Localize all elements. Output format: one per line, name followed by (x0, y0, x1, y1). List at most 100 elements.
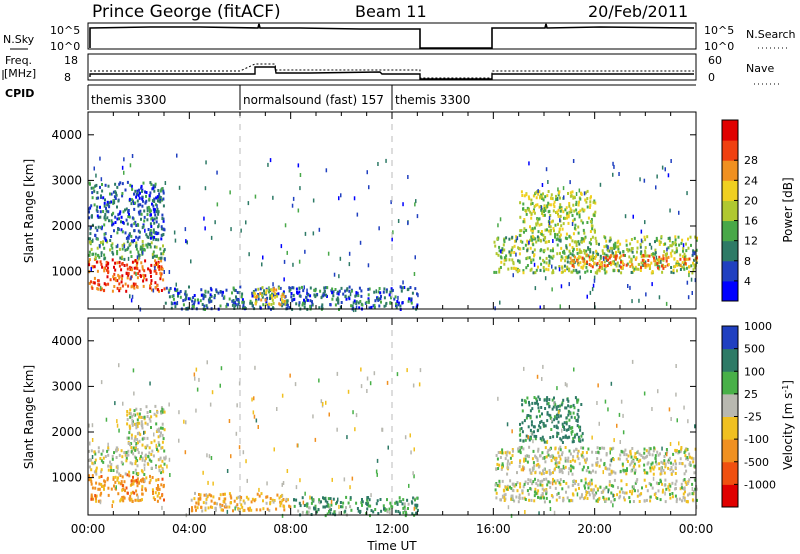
data-pixel (136, 276, 139, 280)
data-pixel (493, 240, 496, 244)
data-pixel (142, 478, 145, 482)
data-pixel (202, 470, 204, 475)
data-pixel (568, 243, 571, 247)
data-pixel (162, 244, 164, 248)
data-pixel (597, 498, 600, 502)
data-pixel (283, 302, 286, 306)
data-pixel (103, 266, 106, 270)
data-pixel (641, 455, 644, 459)
data-pixel (266, 507, 269, 511)
data-pixel (589, 200, 592, 204)
data-pixel (146, 411, 149, 414)
data-pixel (192, 296, 195, 299)
data-pixel (638, 452, 641, 456)
data-pixel (297, 509, 300, 513)
data-pixel (204, 289, 207, 293)
data-pixel (390, 296, 392, 300)
data-pixel (408, 297, 411, 301)
data-pixel (521, 491, 524, 495)
data-pixel (644, 260, 647, 264)
data-pixel (549, 507, 552, 511)
data-pixel (360, 367, 362, 372)
data-pixel (202, 501, 205, 505)
data-pixel (579, 496, 582, 500)
data-pixel (653, 446, 656, 450)
data-pixel (160, 446, 163, 450)
data-pixel (551, 264, 553, 269)
data-pixel (135, 241, 138, 245)
data-pixel (237, 495, 240, 499)
data-pixel (568, 435, 571, 439)
data-pixel (540, 195, 543, 199)
data-pixel (135, 442, 138, 445)
data-pixel (658, 261, 660, 265)
data-pixel (570, 498, 573, 502)
data-pixel (549, 416, 552, 420)
data-pixel (124, 453, 127, 457)
data-pixel (541, 456, 544, 460)
data-pixel (533, 211, 536, 215)
data-pixel (530, 228, 533, 232)
data-pixel (90, 449, 93, 453)
data-pixel (337, 298, 340, 302)
data-pixel (408, 483, 410, 488)
data-pixel (156, 499, 159, 503)
data-pixel (541, 435, 544, 439)
data-pixel (134, 448, 137, 452)
data-pixel (137, 236, 139, 241)
data-pixel (404, 514, 407, 518)
data-pixel (139, 455, 142, 459)
data-pixel (626, 262, 629, 266)
data-pixel (552, 435, 555, 439)
data-pixel (674, 472, 677, 475)
data-pixel (120, 280, 123, 284)
data-pixel (145, 233, 148, 237)
data-pixel (580, 219, 583, 223)
data-pixel (567, 471, 570, 476)
data-pixel (529, 246, 532, 250)
data-pixel (224, 497, 227, 501)
data-pixel (589, 203, 592, 207)
data-pixel (495, 252, 498, 256)
data-pixel (155, 262, 158, 266)
data-pixel (688, 265, 691, 269)
data-pixel (559, 457, 562, 461)
data-pixel (121, 484, 124, 488)
data-pixel (147, 228, 150, 231)
data-pixel (298, 290, 301, 294)
data-pixel (642, 264, 645, 267)
data-pixel (669, 208, 671, 213)
data-pixel (560, 403, 563, 407)
data-pixel (528, 455, 530, 459)
data-pixel (584, 235, 587, 239)
data-pixel (522, 269, 525, 273)
data-pixel (92, 281, 95, 285)
data-pixel (302, 289, 305, 293)
data-pixel (603, 252, 606, 256)
data-pixel (640, 229, 643, 234)
colorbar-tick-label: 500 (744, 343, 765, 356)
data-pixel (101, 189, 104, 193)
data-pixel (205, 160, 207, 165)
data-pixel (527, 492, 530, 496)
data-pixel (654, 262, 657, 266)
data-pixel (137, 472, 140, 475)
data-pixel (655, 255, 658, 260)
data-pixel (563, 425, 565, 429)
data-pixel (531, 457, 534, 461)
data-pixel (110, 244, 113, 248)
data-pixel (215, 290, 218, 294)
data-pixel (568, 210, 571, 214)
data-pixel (342, 501, 345, 505)
data-pixel (271, 298, 274, 302)
data-pixel (605, 264, 608, 268)
data-pixel (301, 285, 303, 289)
data-pixel (544, 489, 547, 493)
data-pixel (674, 243, 677, 247)
data-pixel (111, 258, 114, 262)
data-pixel (149, 381, 151, 386)
data-pixel (523, 194, 526, 198)
data-pixel (499, 255, 502, 259)
data-pixel (319, 289, 322, 293)
data-pixel (596, 271, 599, 275)
